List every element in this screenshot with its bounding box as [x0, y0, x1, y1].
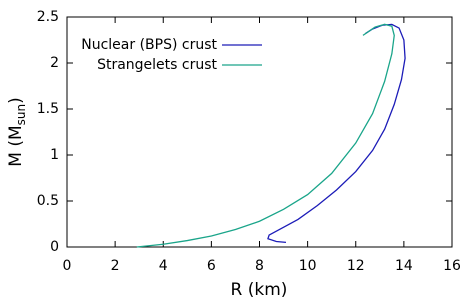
legend-label: Strangelets crust	[97, 57, 217, 73]
x-axis-label: R (km)	[231, 280, 288, 300]
x-tick-label: 4	[159, 258, 168, 274]
y-axis-label: M (Msun)	[6, 97, 28, 166]
y-tick-label: 0	[50, 239, 59, 255]
y-tick-label: 2	[50, 55, 59, 71]
y-tick-label: 1	[50, 147, 59, 163]
series-line	[267, 23, 406, 244]
x-tick-label: 8	[255, 258, 264, 274]
y-label-end: )	[6, 97, 26, 104]
y-label-sub: sun	[14, 104, 28, 125]
legend-label: Nuclear (BPS) crust	[81, 37, 217, 53]
x-tick-label: 0	[63, 258, 72, 274]
x-tick-label: 16	[443, 258, 461, 274]
x-tick-label: 6	[207, 258, 216, 274]
y-tick-label: 2.5	[37, 9, 59, 25]
x-tick-label: 2	[111, 258, 120, 274]
x-tick-label: 10	[299, 258, 317, 274]
y-label-main: M (M	[6, 125, 26, 166]
x-tick-label: 14	[395, 258, 413, 274]
series-line	[136, 23, 395, 248]
x-tick-label: 12	[347, 258, 365, 274]
plot-frame	[66, 16, 453, 248]
y-tick-label: 0.5	[37, 193, 59, 209]
y-tick-label: 1.5	[37, 101, 59, 117]
